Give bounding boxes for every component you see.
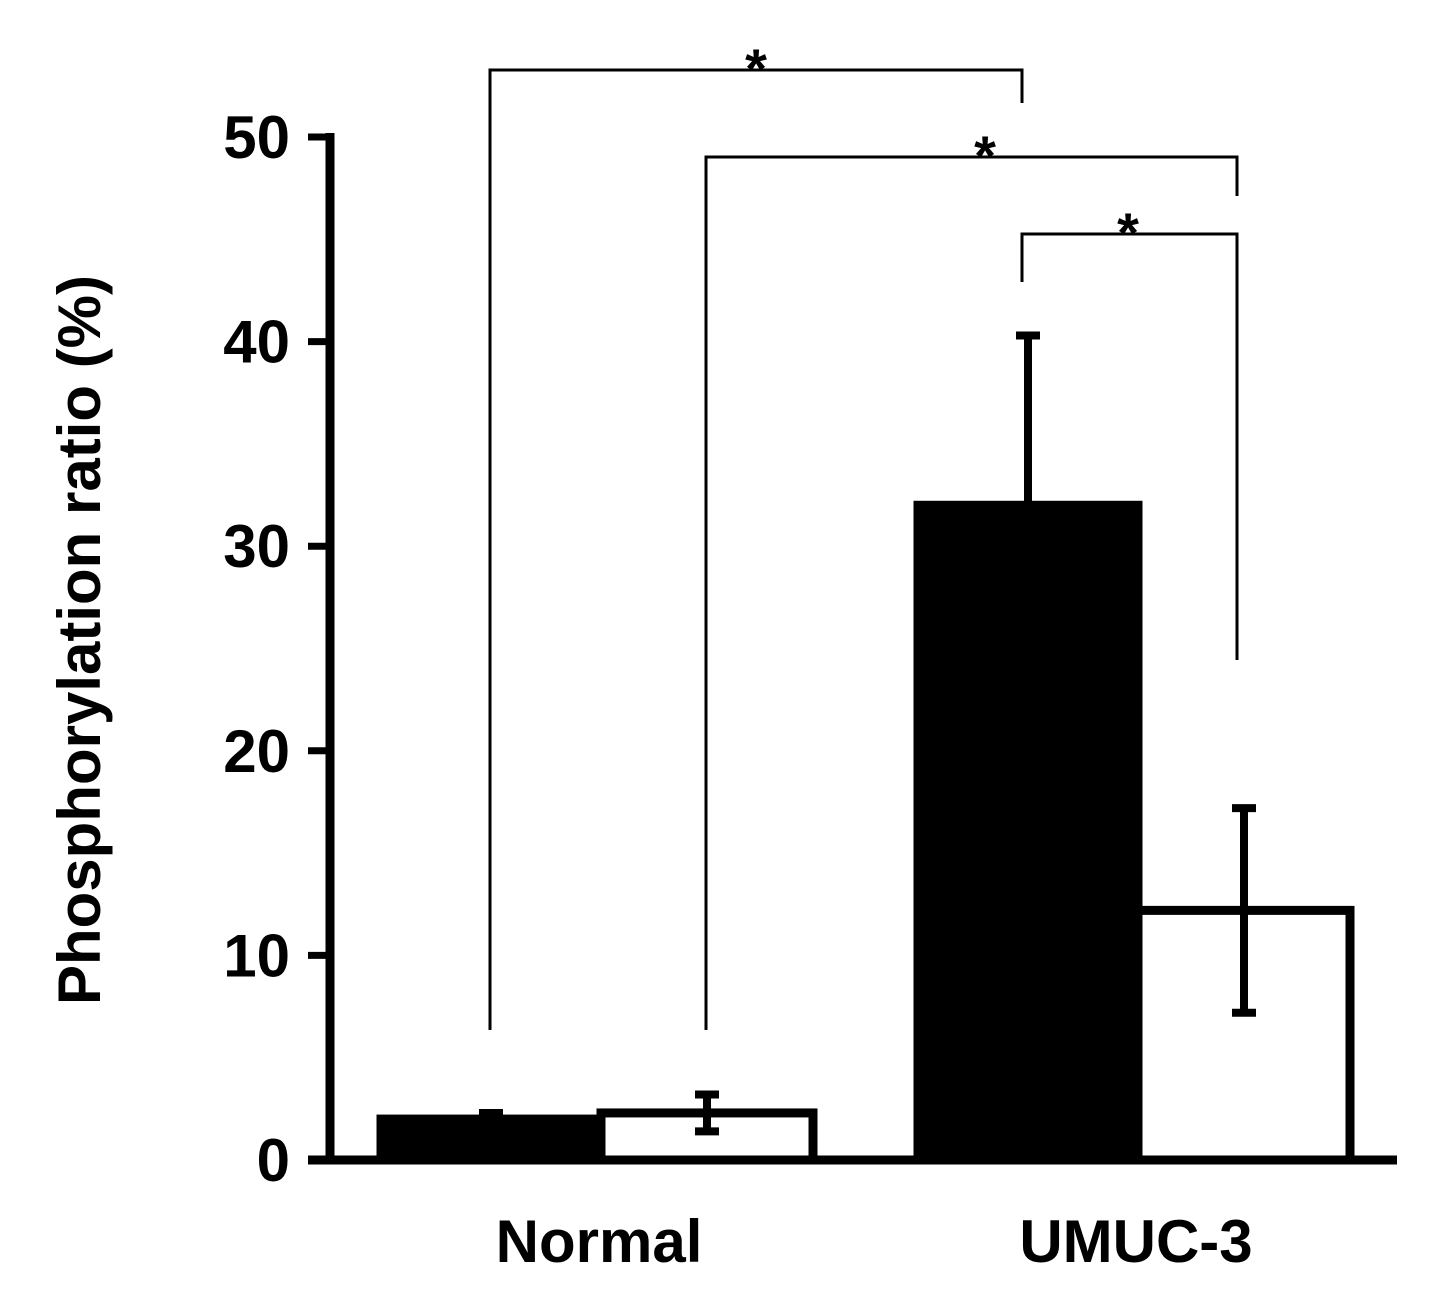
y-tick-label-4: 40 [223, 309, 290, 376]
y-tick-label-0: 0 [257, 1127, 290, 1194]
y-tick-label-1: 10 [223, 922, 290, 989]
error-bar-normal-series-1 [479, 1108, 503, 1120]
significance-brackets: * * * [488, 37, 1239, 1030]
y-tick-label-3: 30 [223, 513, 290, 580]
category-label-normal: Normal [496, 1208, 703, 1275]
y-axis-title: Phosphorylation ratio (%) [46, 275, 113, 1005]
y-axis-ticks: 0 10 20 30 40 50 [223, 104, 330, 1194]
y-tick-label-5: 50 [223, 104, 290, 171]
error-bars [479, 331, 1256, 1136]
significance-star-2: * [974, 124, 996, 187]
error-bar-umuc-3-series-2 [1232, 804, 1256, 1017]
x-axis-category-labels: Normal UMUC-3 [496, 1208, 1253, 1275]
y-tick-label-2: 20 [223, 718, 290, 785]
significance-star-3: * [1117, 201, 1139, 264]
significance-bracket-2: * [704, 124, 1239, 1030]
error-bar-umuc-3-series-1 [1016, 331, 1040, 506]
bar-normal-series-1 [376, 1114, 606, 1165]
error-bar-normal-series-2 [695, 1090, 719, 1136]
significance-bracket-3: * [1020, 201, 1239, 660]
significance-bracket-1: * [488, 37, 1024, 1030]
bar-umuc-3-series-1 [913, 500, 1143, 1165]
significance-star-1: * [745, 37, 767, 100]
bars [376, 500, 1355, 1165]
category-label-umuc-3: UMUC-3 [1019, 1208, 1252, 1275]
